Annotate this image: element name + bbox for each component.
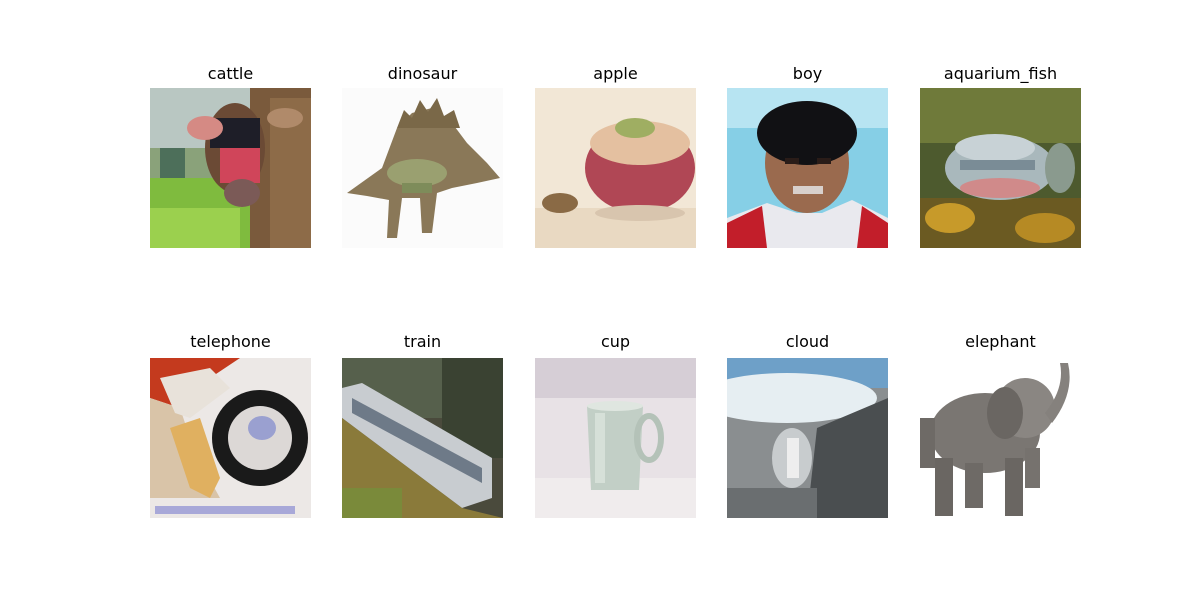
cup-thumbnail — [535, 358, 696, 518]
image-title: telephone — [190, 332, 271, 351]
apple-thumbnail — [535, 88, 696, 248]
image-title: cloud — [785, 332, 830, 351]
image-title: train — [403, 332, 442, 351]
cattle-thumbnail — [150, 88, 311, 248]
elephant-thumbnail — [920, 358, 1081, 518]
telephone-thumbnail — [150, 358, 311, 518]
dinosaur-thumbnail — [342, 88, 503, 248]
image-title: boy — [792, 64, 823, 83]
image-title: dinosaur — [387, 64, 458, 83]
image-title: aquarium_fish — [943, 64, 1058, 83]
cloud-thumbnail — [727, 358, 888, 518]
train-thumbnail — [342, 358, 503, 518]
aquarium-fish-thumbnail — [920, 88, 1081, 248]
image-title: cattle — [207, 64, 254, 83]
image-title: cup — [600, 332, 631, 351]
boy-thumbnail — [727, 88, 888, 248]
image-title: elephant — [965, 332, 1036, 351]
image-title: apple — [593, 64, 638, 83]
